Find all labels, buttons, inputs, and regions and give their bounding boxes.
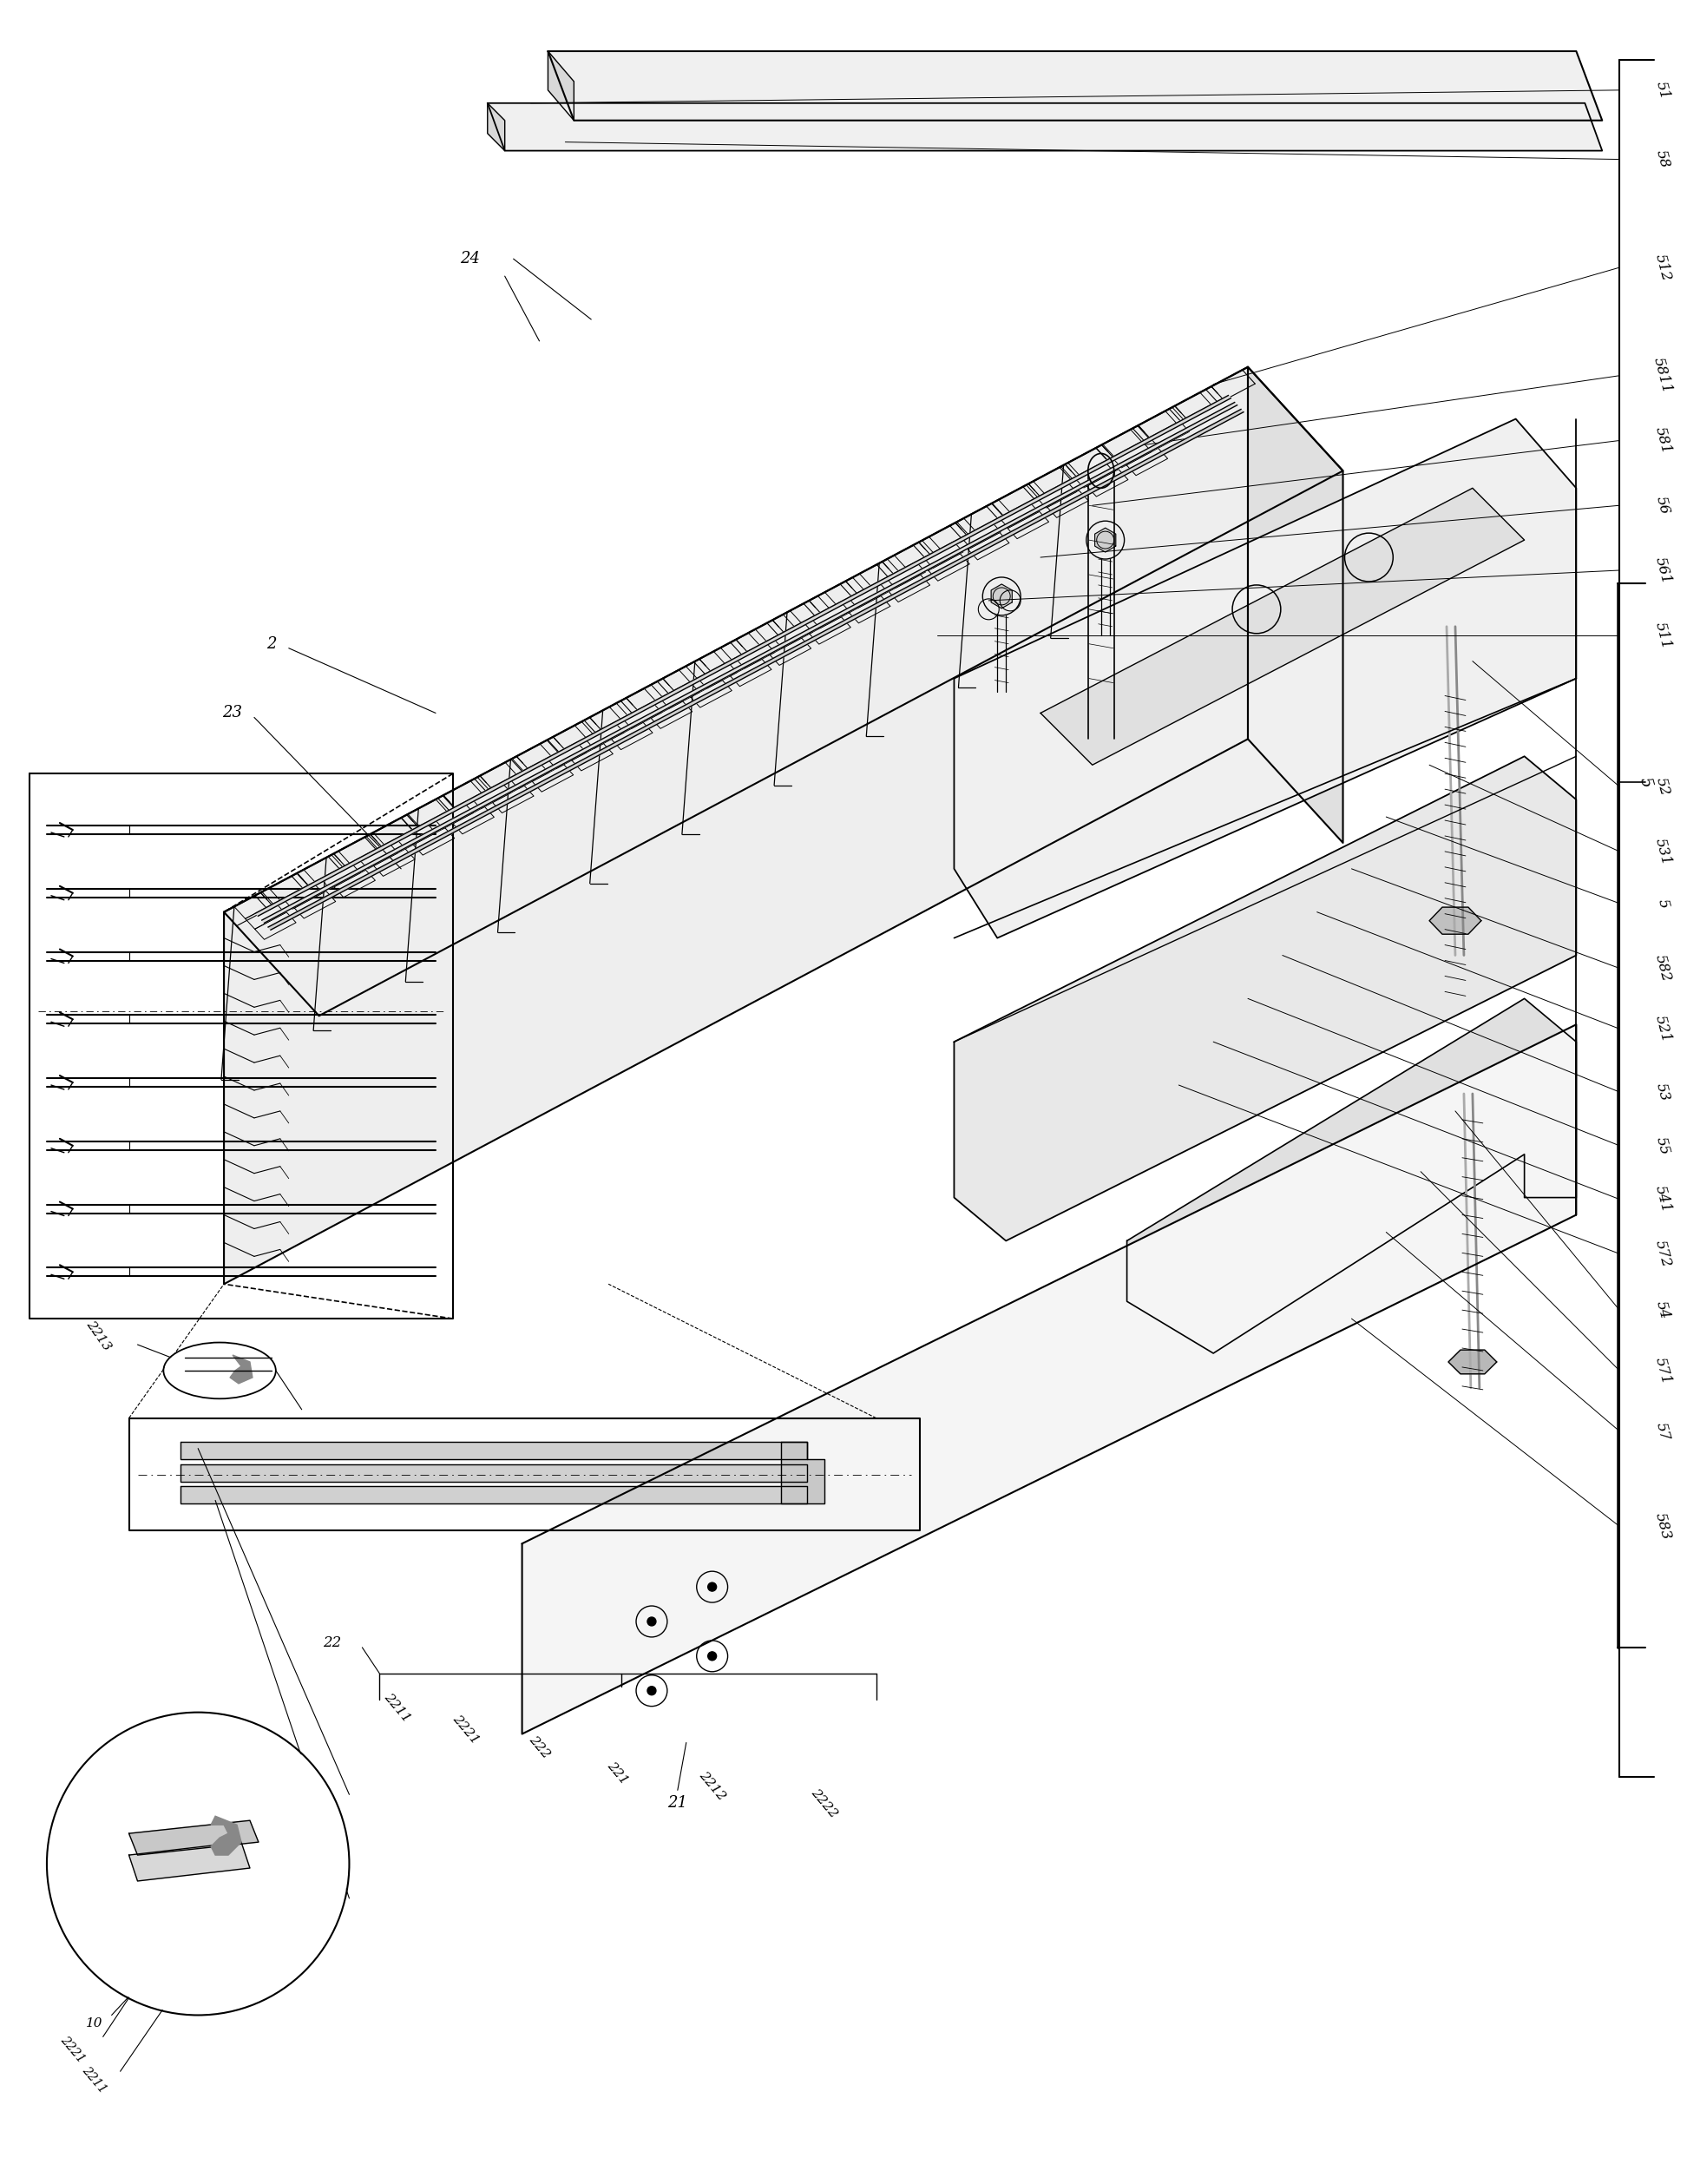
Text: 583: 583: [1652, 1511, 1674, 1542]
Text: 57: 57: [1653, 1420, 1672, 1441]
Text: 5: 5: [1636, 775, 1655, 788]
Polygon shape: [255, 395, 1232, 915]
Text: 571: 571: [1652, 1356, 1674, 1387]
Polygon shape: [224, 367, 1248, 1284]
Polygon shape: [488, 103, 504, 151]
Text: 541: 541: [1652, 1184, 1674, 1214]
Text: 222: 222: [526, 1734, 552, 1760]
Polygon shape: [211, 1817, 241, 1854]
Text: 58: 58: [1653, 149, 1672, 170]
Polygon shape: [992, 583, 1012, 609]
Polygon shape: [229, 1354, 253, 1382]
Text: 53: 53: [1653, 1081, 1672, 1103]
Text: 2213: 2213: [84, 1319, 113, 1354]
Text: 581: 581: [1652, 426, 1674, 456]
Circle shape: [49, 1714, 348, 2014]
Polygon shape: [181, 1463, 806, 1481]
Text: 5: 5: [1655, 898, 1670, 911]
Text: 10: 10: [86, 2018, 103, 2029]
Text: 2212: 2212: [697, 1769, 727, 1802]
Polygon shape: [521, 1024, 1576, 1734]
Circle shape: [709, 1583, 717, 1592]
Polygon shape: [781, 1441, 825, 1505]
Text: 512: 512: [1652, 251, 1674, 282]
Text: 54: 54: [1653, 1299, 1672, 1321]
Polygon shape: [1095, 529, 1115, 553]
Text: 24: 24: [461, 251, 481, 266]
Text: 23: 23: [223, 705, 243, 721]
Text: 572: 572: [1652, 1238, 1674, 1269]
Circle shape: [648, 1686, 656, 1695]
Text: 2211: 2211: [79, 2064, 110, 2097]
Text: 582: 582: [1652, 952, 1674, 983]
Text: 22: 22: [322, 1636, 341, 1651]
Polygon shape: [548, 50, 574, 120]
Circle shape: [709, 1651, 717, 1660]
Polygon shape: [261, 402, 1237, 924]
Text: 521: 521: [1652, 1013, 1674, 1044]
Polygon shape: [128, 1821, 258, 1854]
Text: 51: 51: [1653, 79, 1672, 100]
Polygon shape: [955, 756, 1576, 1241]
Polygon shape: [268, 408, 1243, 930]
Polygon shape: [181, 1487, 806, 1505]
Text: 561: 561: [1652, 555, 1674, 585]
Polygon shape: [1127, 998, 1576, 1354]
Polygon shape: [548, 50, 1603, 120]
Text: 2211: 2211: [381, 1690, 412, 1725]
Text: 2221: 2221: [450, 1712, 481, 1747]
Text: 21: 21: [668, 1795, 688, 1811]
Text: 221: 221: [604, 1760, 629, 1787]
Polygon shape: [1248, 367, 1343, 843]
Text: 511: 511: [1652, 620, 1674, 651]
Ellipse shape: [165, 1343, 275, 1398]
Text: 2222: 2222: [810, 1787, 840, 1819]
Polygon shape: [128, 1841, 250, 1880]
Text: 52: 52: [1653, 775, 1672, 797]
Text: 56: 56: [1653, 494, 1672, 515]
Text: 5811: 5811: [1652, 356, 1675, 395]
Text: 2: 2: [267, 636, 277, 651]
Polygon shape: [488, 103, 1603, 151]
Text: 55: 55: [1653, 1136, 1672, 1158]
Polygon shape: [1429, 906, 1481, 935]
Polygon shape: [955, 419, 1576, 937]
Circle shape: [648, 1616, 656, 1625]
Polygon shape: [181, 1441, 806, 1459]
Text: 2221: 2221: [57, 2033, 88, 2066]
Polygon shape: [224, 367, 1343, 1016]
Polygon shape: [1041, 487, 1525, 764]
Polygon shape: [1449, 1350, 1496, 1374]
Text: 531: 531: [1652, 836, 1674, 867]
